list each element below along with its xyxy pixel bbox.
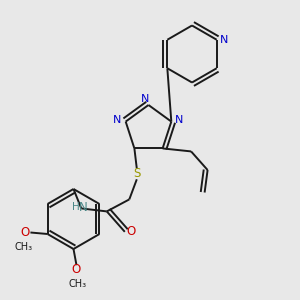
Text: O: O	[127, 225, 136, 238]
Text: H: H	[72, 202, 80, 212]
Text: O: O	[72, 263, 81, 276]
Text: N: N	[220, 35, 228, 45]
Text: O: O	[20, 226, 30, 239]
Text: CH₃: CH₃	[69, 279, 87, 289]
Text: S: S	[133, 167, 140, 180]
Text: CH₃: CH₃	[14, 242, 33, 252]
Text: N: N	[175, 115, 183, 125]
Text: N: N	[141, 94, 150, 104]
Text: N: N	[113, 115, 122, 125]
Text: N: N	[78, 201, 87, 214]
